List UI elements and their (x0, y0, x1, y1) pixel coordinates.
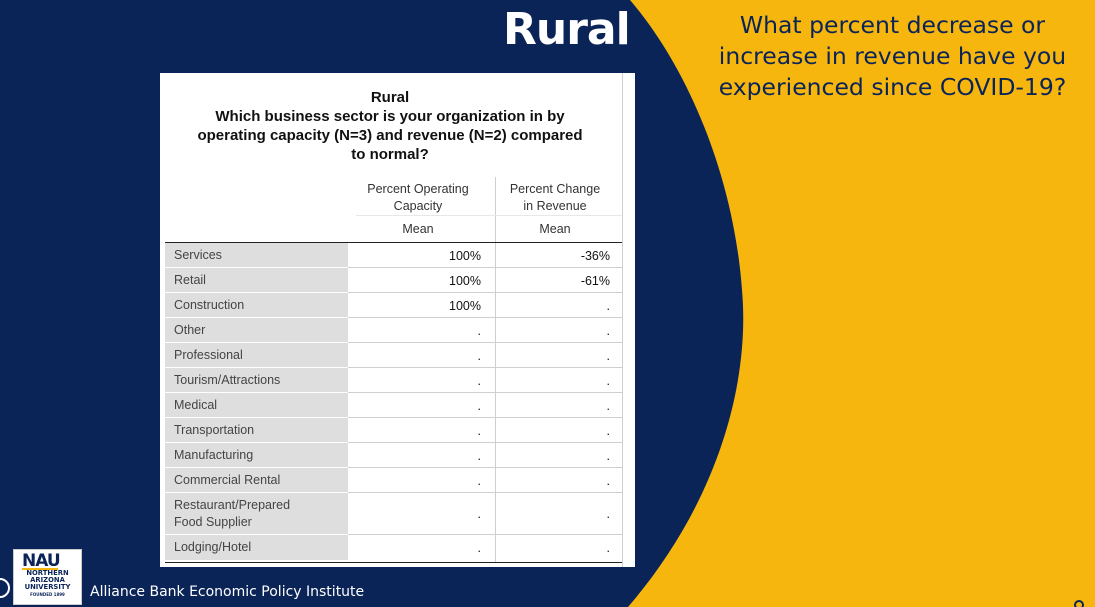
revenue-value: -36% (580, 248, 610, 263)
row-separator (165, 367, 622, 368)
column-divider (495, 177, 496, 562)
row-separator-label (165, 342, 348, 343)
capacity-value: . (477, 373, 481, 388)
row-separator-label (165, 534, 348, 535)
row-separator-label (165, 267, 348, 268)
stat-label: Mean (539, 222, 571, 236)
capacity-value: 100% (449, 273, 481, 288)
column-header-revenue: Percent Change in Revenue Mean (496, 181, 614, 241)
survey-question: What percent decrease or increase in rev… (718, 11, 1067, 101)
capacity-value: . (477, 473, 481, 488)
revenue-value: . (606, 507, 610, 521)
sector-label: Professional (165, 343, 348, 368)
row-separator (165, 467, 622, 468)
revenue-value: . (606, 448, 610, 463)
sector-label: Retail (165, 268, 348, 293)
slide-title: Rural (503, 4, 631, 55)
header-separator (356, 215, 622, 216)
row-separator (165, 317, 622, 318)
row-separator (165, 392, 622, 393)
sector-label: Commercial Rental (165, 468, 348, 493)
capacity-value: 100% (449, 248, 481, 263)
capacity-value: 100% (449, 298, 481, 313)
column-header-capacity: Percent Operating Capacity Mean (348, 181, 488, 241)
row-separator (165, 492, 622, 493)
revenue-value: . (606, 373, 610, 388)
sector-label: Tourism/Attractions (165, 368, 348, 393)
nau-logo: NAU NORTHERN ARIZONA UNIVERSITY FOUNDED … (13, 549, 82, 605)
row-separator (165, 267, 622, 268)
table-row: Lodging/Hotel.. (165, 535, 622, 560)
row-separator-label (165, 292, 348, 293)
capacity-value: . (477, 348, 481, 363)
revenue-value: . (606, 540, 610, 555)
revenue-value: . (606, 298, 610, 313)
revenue-value: . (606, 348, 610, 363)
row-separator (165, 342, 622, 343)
row-separator (165, 442, 622, 443)
row-separator-label (165, 367, 348, 368)
capacity-value: . (477, 423, 481, 438)
row-separator-label (165, 467, 348, 468)
capacity-value: . (477, 540, 481, 555)
table-row: Medical.. (165, 393, 622, 418)
row-separator (165, 417, 622, 418)
sector-label: Transportation (165, 418, 348, 443)
logo-accent-bar (22, 568, 58, 570)
table-bottom-rule (165, 562, 622, 563)
row-separator-label (165, 317, 348, 318)
results-table: Rural Which business sector is your orga… (160, 73, 635, 567)
revenue-value: . (606, 473, 610, 488)
row-separator-label (165, 442, 348, 443)
table-row: Commercial Rental.. (165, 468, 622, 493)
table-title: Rural Which business sector is your orga… (197, 89, 583, 163)
sector-label: Other (165, 318, 348, 343)
slide-corner-icon (1074, 600, 1084, 607)
revenue-value: -61% (580, 273, 610, 288)
sector-label: Manufacturing (165, 443, 348, 468)
capacity-value: . (477, 448, 481, 463)
row-separator-label (165, 392, 348, 393)
table-row: Tourism/Attractions.. (165, 368, 622, 393)
capacity-value: . (477, 398, 481, 413)
sector-label: Lodging/Hotel (165, 535, 348, 560)
table-row: Manufacturing.. (165, 443, 622, 468)
revenue-value: . (606, 323, 610, 338)
table-row: Construction 100%. (165, 293, 622, 318)
capacity-value: . (477, 323, 481, 338)
logo-wordmark: NORTHERN ARIZONA UNIVERSITY FOUNDED 1899 (24, 569, 71, 598)
table-right-border (622, 73, 623, 567)
table-row: Transportation.. (165, 418, 622, 443)
table-row: Restaurant/Prepared Food Supplier.. (165, 493, 622, 535)
table-row: Services 100% -36% (165, 243, 622, 268)
sector-label: Medical (165, 393, 348, 418)
capacity-value: . (477, 507, 481, 521)
table-row: Retail 100% -61% (165, 268, 622, 293)
row-separator-label (165, 417, 348, 418)
row-separator (165, 534, 622, 535)
header-bottom-rule (165, 242, 622, 243)
row-separator (165, 292, 622, 293)
revenue-value: . (606, 398, 610, 413)
table-row: Professional.. (165, 343, 622, 368)
stat-label: Mean (402, 222, 434, 236)
row-separator-label (165, 492, 348, 493)
revenue-value: . (606, 423, 610, 438)
sector-label: Restaurant/Prepared Food Supplier (165, 493, 348, 535)
table-row: Other.. (165, 318, 622, 343)
footer-institute: Alliance Bank Economic Policy Institute (90, 584, 365, 600)
sector-label: Construction (165, 293, 348, 318)
sector-label: Services (165, 243, 348, 268)
